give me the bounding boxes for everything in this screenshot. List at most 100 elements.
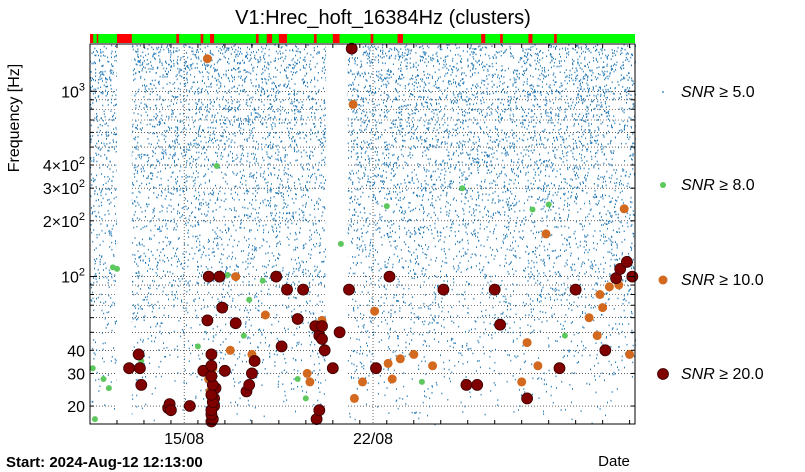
segment-bar	[90, 34, 635, 43]
data-point	[387, 374, 397, 384]
y-tick-label: 40	[67, 343, 85, 360]
data-point	[218, 364, 231, 377]
segment-bad	[116, 34, 132, 43]
data-point	[418, 378, 425, 385]
data-point	[205, 348, 218, 361]
y-tick-label: 4×102	[43, 155, 85, 175]
data-point	[318, 344, 331, 357]
segment-bad	[255, 34, 259, 43]
y-tick-label: 102	[61, 267, 85, 287]
axis-ticks	[89, 44, 635, 424]
segment-bad	[96, 34, 99, 43]
scatter-series	[89, 42, 639, 428]
data-point	[517, 377, 527, 387]
data-point	[316, 320, 328, 333]
data-point	[202, 54, 212, 64]
data-point	[243, 378, 256, 391]
data-point	[370, 362, 382, 375]
data-point	[133, 362, 146, 375]
data-point	[348, 99, 358, 109]
chart-title: V1:Hrec_hoft_16384Hz (clusters)	[235, 7, 531, 29]
segment-ok	[90, 34, 635, 43]
data-point	[343, 283, 355, 296]
data-point	[194, 343, 201, 350]
data-point	[522, 338, 532, 348]
data-point	[291, 313, 304, 325]
data-point	[569, 283, 582, 296]
data-point	[260, 310, 270, 320]
y-axis-label: Frequency [Hz]	[6, 64, 23, 172]
data-point	[100, 376, 107, 382]
data-point	[201, 314, 214, 327]
legend-marker	[658, 275, 668, 285]
series-2	[123, 42, 639, 428]
segment-bad	[554, 34, 557, 43]
data-point	[105, 385, 112, 392]
y-tick-labels: 20 30 40 102 2×102 3×102 4×102 103	[43, 81, 85, 416]
data-point	[521, 392, 533, 405]
segment-bad	[397, 34, 403, 43]
data-point	[281, 283, 293, 296]
data-point	[216, 301, 229, 314]
data-point	[545, 201, 552, 208]
data-point	[164, 404, 177, 417]
data-point	[231, 272, 241, 282]
data-point	[224, 272, 231, 278]
data-point	[297, 283, 310, 296]
data-point	[584, 313, 594, 323]
data-point	[132, 348, 145, 361]
segment-bad	[210, 34, 215, 43]
x-axis-label: Date	[598, 453, 630, 470]
data-point	[428, 361, 438, 371]
data-point	[333, 326, 346, 339]
y-tick-label: 3×102	[43, 178, 85, 198]
legend-label: SNR ≥ 20.0	[681, 366, 764, 383]
data-point	[595, 290, 605, 299]
x-tick-labels: 15/08 22/08	[164, 431, 393, 448]
segment-bad	[200, 34, 204, 43]
data-point	[259, 277, 266, 284]
segment-bad	[500, 34, 503, 43]
data-point	[91, 416, 98, 423]
data-point	[302, 368, 312, 378]
segment-bad	[481, 34, 486, 43]
data-point	[619, 204, 629, 214]
data-point	[460, 378, 473, 391]
data-point	[383, 270, 396, 283]
data-point	[270, 270, 283, 283]
data-point	[621, 255, 633, 268]
data-point	[395, 354, 405, 364]
segment-bad	[176, 34, 180, 43]
data-point	[541, 229, 551, 239]
data-point	[471, 378, 484, 391]
y-tick-label: 2×102	[43, 211, 85, 231]
data-point	[294, 376, 301, 382]
legend-label: SNR ≥ 10.0	[681, 272, 764, 289]
data-point	[383, 358, 393, 368]
legend: SNR ≥ 5.0 SNR ≥ 8.0 SNR ≥ 10.0 SNR ≥ 20.0	[657, 84, 764, 383]
data-point	[305, 377, 315, 387]
data-point	[89, 365, 96, 372]
data-point	[205, 370, 218, 383]
data-point	[599, 344, 612, 357]
data-point	[625, 349, 635, 359]
data-point	[225, 345, 235, 355]
legend-label: SNR ≥ 5.0	[681, 84, 755, 101]
segment-bad	[278, 34, 287, 43]
data-point	[135, 378, 148, 391]
data-point	[202, 270, 215, 283]
y-tick-label: 30	[67, 366, 85, 383]
x-tick-label: 15/08	[164, 431, 204, 448]
data-point	[459, 185, 466, 192]
data-point	[183, 400, 196, 412]
data-point	[553, 362, 566, 375]
data-point	[313, 404, 326, 417]
y-tick-label: 103	[61, 81, 85, 101]
data-point	[337, 240, 344, 247]
data-point	[358, 377, 367, 387]
data-point	[533, 361, 543, 371]
segment-bad	[313, 34, 317, 43]
data-point	[205, 359, 218, 372]
legend-marker	[662, 91, 664, 93]
